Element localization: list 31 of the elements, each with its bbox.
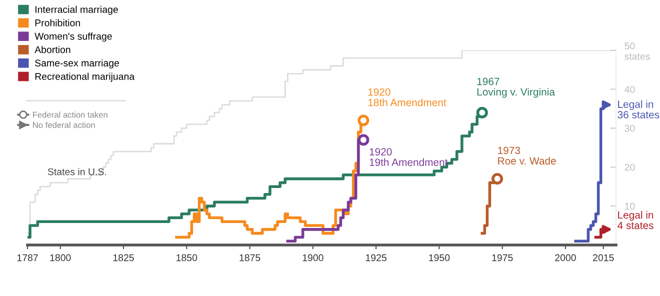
series-label: States in U.S.: [48, 168, 106, 176]
y-tick-label: 50 states: [624, 42, 650, 60]
annotation: 1920 19th Amendment: [370, 148, 448, 166]
y-tick-label: 30: [624, 124, 635, 132]
legend-label: Recreational marijuana: [35, 72, 135, 82]
x-tick-label: 2000: [555, 254, 576, 262]
annotation: Federal action taken: [33, 112, 108, 118]
x-tick-label: 1825: [113, 254, 134, 262]
x-tick-label: 1800: [50, 254, 71, 262]
x-tick-label: 1875: [240, 254, 260, 262]
x-tick-label: 1975: [492, 254, 513, 262]
x-tick-label: 1900: [302, 254, 324, 262]
annotation: 1920 18th Amendment: [368, 88, 446, 106]
annotation: 1967 Loving v. Virginia: [477, 78, 555, 98]
y-tick-label: 10: [625, 202, 635, 210]
legend-label: Abortion: [34, 46, 70, 54]
y-tick-label: 20: [624, 164, 635, 171]
y-tick-label: 40: [624, 86, 635, 93]
x-tick-label: 1950: [429, 254, 450, 262]
annotation: Legal in 36 states: [618, 100, 660, 118]
legend-label: Prohibition: [35, 19, 80, 26]
x-tick-label: 2015: [593, 254, 614, 262]
annotation: Legal in 4 states: [618, 211, 654, 230]
annotation: No federal action: [33, 122, 95, 128]
x-tick-label: 1787: [17, 254, 38, 262]
annotation: 1973 Roe v. Wade: [498, 146, 556, 165]
x-tick-label: 1850: [176, 254, 198, 262]
legend-label: Interracial marriage: [35, 6, 118, 15]
legend-label: Women's suffrage: [34, 32, 112, 42]
legend-label: Same-sex marriage: [35, 59, 119, 68]
x-tick-label: 1925: [366, 254, 386, 262]
